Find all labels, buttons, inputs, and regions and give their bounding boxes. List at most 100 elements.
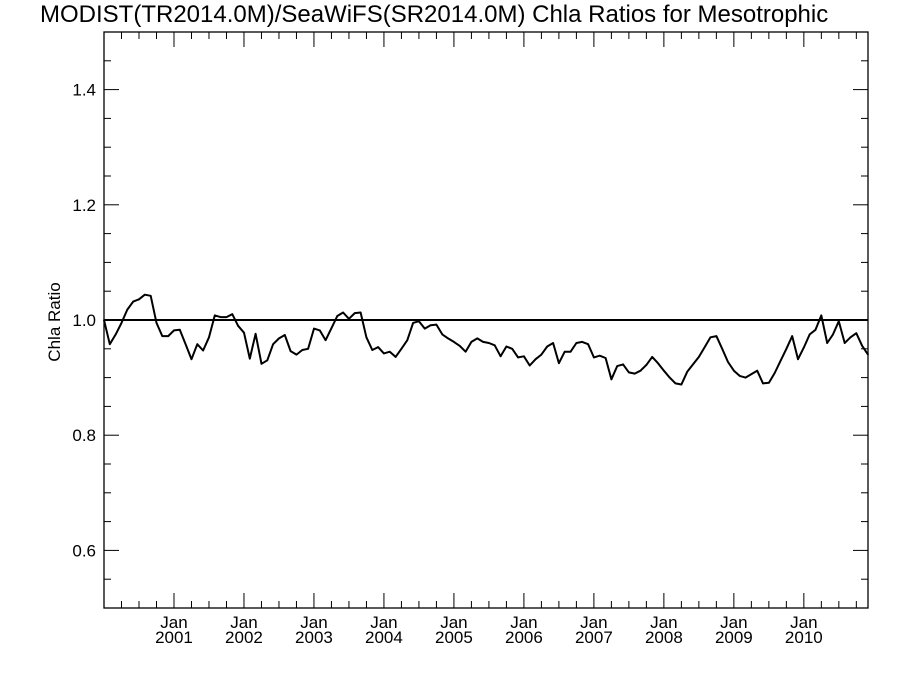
x-tick-label-year: 2008 xyxy=(645,628,683,647)
data-point xyxy=(289,350,292,352)
y-axis-label: Chla Ratio xyxy=(45,282,64,362)
y-tick-label: 0.6 xyxy=(72,541,96,560)
data-point xyxy=(808,333,811,336)
data-point xyxy=(517,356,519,359)
data-point xyxy=(109,343,111,345)
data-point xyxy=(552,342,554,344)
y-tick-label: 1.4 xyxy=(72,81,96,100)
data-point xyxy=(202,349,204,352)
data-point xyxy=(208,336,210,339)
data-point xyxy=(219,316,222,318)
data-point xyxy=(179,328,181,331)
data-point xyxy=(849,336,852,339)
data-point xyxy=(523,355,525,358)
data-point xyxy=(458,345,461,347)
data-point xyxy=(814,328,817,331)
y-tick-label: 0.8 xyxy=(72,426,96,445)
data-point xyxy=(832,333,834,336)
x-tick-label-year: 2002 xyxy=(225,628,263,647)
x-tick-label-month: Jan xyxy=(510,613,537,632)
data-point xyxy=(190,358,193,360)
data-point xyxy=(365,336,368,339)
x-tick-label-year: 2001 xyxy=(155,628,193,647)
x-tick-label-year: 2009 xyxy=(715,628,753,647)
data-point xyxy=(272,343,274,345)
plot-frame xyxy=(103,31,869,609)
data-point xyxy=(651,356,654,358)
data-point xyxy=(353,312,356,314)
data-point xyxy=(598,354,601,357)
data-point xyxy=(120,322,123,324)
data-point xyxy=(750,373,753,375)
data-point xyxy=(791,335,793,337)
data-point xyxy=(593,356,595,359)
x-tick-label-year: 2005 xyxy=(435,628,473,647)
data-point xyxy=(336,315,339,317)
data-point xyxy=(709,336,712,339)
data-point xyxy=(616,365,619,367)
data-point xyxy=(569,350,572,353)
data-point xyxy=(738,375,741,377)
data-point xyxy=(575,342,578,344)
data-point xyxy=(540,353,543,356)
data-point xyxy=(756,369,758,372)
data-point xyxy=(359,311,362,314)
series-line xyxy=(103,293,869,386)
data-point xyxy=(231,313,234,316)
chart-title: MODIST(TR2014.0M)/SeaWiFS(SR2014.0M) Chl… xyxy=(40,1,829,28)
data-point xyxy=(482,341,484,343)
data-point xyxy=(330,327,333,329)
data-point xyxy=(668,376,671,379)
data-point xyxy=(342,311,344,314)
data-point xyxy=(447,337,449,340)
data-point xyxy=(680,383,683,386)
data-point xyxy=(138,298,140,301)
data-point xyxy=(318,329,321,332)
y-axis-ticks: 0.6 0.8 1.0 1.2 1.4 xyxy=(72,31,868,609)
data-point xyxy=(773,372,776,374)
x-tick-label-month: Jan xyxy=(300,613,327,632)
data-point xyxy=(692,363,694,366)
data-point xyxy=(762,382,764,385)
data-point xyxy=(686,371,689,373)
data-point xyxy=(493,344,496,347)
data-point xyxy=(511,348,514,350)
data-point xyxy=(499,355,502,358)
data-point xyxy=(283,334,286,336)
data-point xyxy=(429,324,432,326)
data-point xyxy=(184,343,187,345)
data-point xyxy=(744,376,747,379)
data-point xyxy=(313,327,315,330)
data-point xyxy=(470,341,473,343)
data-point xyxy=(843,342,846,344)
data-point xyxy=(435,323,438,326)
data-point xyxy=(453,341,455,343)
data-point xyxy=(278,337,280,340)
data-point xyxy=(674,382,677,385)
x-tick-label-year: 2007 xyxy=(575,628,613,647)
data-points xyxy=(103,293,869,386)
data-point xyxy=(464,350,467,353)
x-tick-label-year: 2006 xyxy=(505,628,543,647)
y-tick-label: 1.0 xyxy=(72,311,96,330)
data-point xyxy=(144,293,146,296)
x-tick-label-month: Jan xyxy=(650,613,677,632)
data-point xyxy=(196,343,199,345)
data-point xyxy=(383,352,385,355)
x-tick-label-month: Jan xyxy=(230,613,257,632)
data-point xyxy=(645,364,648,366)
data-point xyxy=(348,318,350,320)
data-point xyxy=(698,356,700,358)
data-point xyxy=(797,358,799,360)
data-point xyxy=(266,359,269,362)
data-point xyxy=(243,331,245,334)
data-point xyxy=(418,320,420,322)
data-point xyxy=(546,345,549,348)
data-point xyxy=(768,381,770,384)
data-point xyxy=(260,362,263,365)
data-point xyxy=(324,339,327,341)
data-point xyxy=(803,346,805,349)
data-point xyxy=(657,362,659,365)
data-point xyxy=(528,364,531,367)
